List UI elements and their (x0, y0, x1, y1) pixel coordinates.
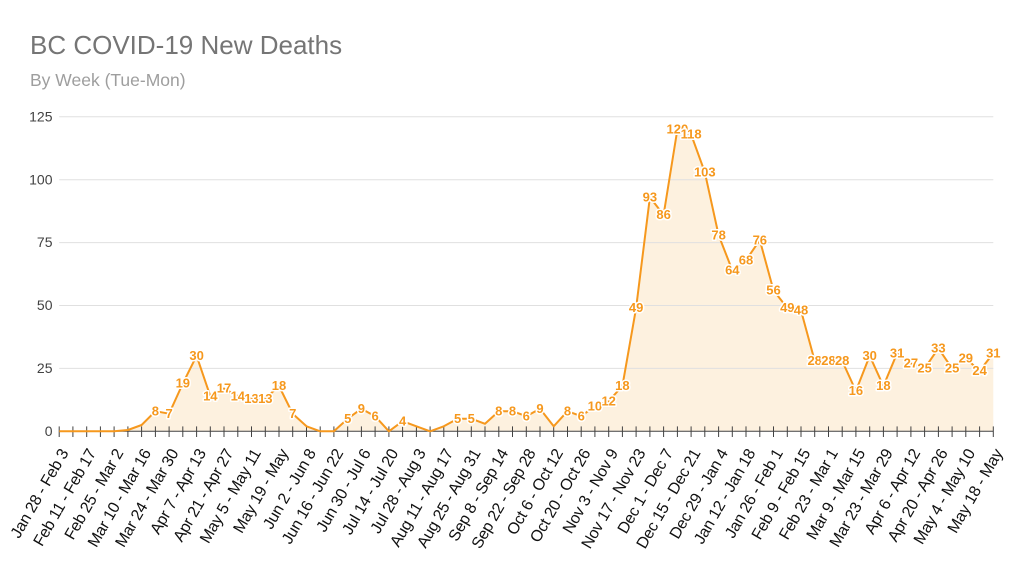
svg-text:0: 0 (45, 423, 53, 439)
svg-text:10: 10 (588, 398, 602, 413)
svg-text:50: 50 (37, 297, 53, 313)
svg-text:30: 30 (862, 348, 876, 363)
svg-text:75: 75 (37, 234, 53, 250)
svg-text:8: 8 (509, 403, 516, 418)
svg-text:56: 56 (766, 283, 780, 298)
svg-text:6: 6 (523, 408, 530, 423)
svg-text:19: 19 (176, 376, 190, 391)
svg-text:93: 93 (643, 190, 657, 205)
svg-text:14: 14 (203, 388, 218, 403)
svg-text:BC COVID-19 New Deaths: BC COVID-19 New Deaths (30, 30, 342, 60)
svg-text:78: 78 (711, 227, 725, 242)
svg-text:9: 9 (358, 401, 365, 416)
svg-text:By Week (Tue-Mon): By Week (Tue-Mon) (30, 70, 186, 90)
svg-text:6: 6 (578, 408, 585, 423)
svg-text:25: 25 (917, 361, 931, 376)
svg-text:25: 25 (945, 361, 959, 376)
svg-text:118: 118 (681, 127, 702, 142)
svg-text:6: 6 (371, 408, 378, 423)
svg-text:48: 48 (794, 303, 808, 318)
svg-text:17: 17 (217, 381, 231, 396)
svg-text:30: 30 (189, 348, 203, 363)
svg-text:68: 68 (739, 252, 753, 267)
svg-text:100: 100 (29, 171, 53, 187)
svg-text:103: 103 (694, 164, 716, 179)
svg-text:9: 9 (536, 401, 543, 416)
svg-text:7: 7 (165, 406, 172, 421)
svg-text:86: 86 (656, 207, 670, 222)
svg-text:13: 13 (258, 391, 272, 406)
svg-text:27: 27 (904, 356, 918, 371)
svg-text:31: 31 (986, 346, 1000, 361)
svg-text:4: 4 (399, 413, 407, 428)
svg-text:8: 8 (495, 403, 502, 418)
svg-text:28: 28 (821, 353, 835, 368)
svg-text:31: 31 (890, 346, 904, 361)
svg-text:49: 49 (780, 300, 794, 315)
svg-text:24: 24 (972, 363, 987, 378)
svg-text:76: 76 (753, 232, 767, 247)
svg-text:125: 125 (29, 108, 53, 124)
svg-text:7: 7 (289, 406, 296, 421)
svg-text:49: 49 (629, 300, 643, 315)
svg-text:13: 13 (244, 391, 258, 406)
svg-text:64: 64 (725, 263, 740, 278)
svg-text:18: 18 (615, 378, 629, 393)
svg-text:14: 14 (231, 388, 246, 403)
svg-text:8: 8 (564, 403, 571, 418)
svg-text:12: 12 (601, 393, 615, 408)
svg-text:29: 29 (959, 351, 973, 366)
svg-text:5: 5 (468, 411, 475, 426)
svg-text:120: 120 (667, 122, 689, 137)
svg-text:18: 18 (272, 378, 286, 393)
svg-text:5: 5 (344, 411, 351, 426)
svg-text:28: 28 (835, 353, 849, 368)
svg-text:28: 28 (807, 353, 821, 368)
svg-text:16: 16 (849, 383, 863, 398)
svg-text:5: 5 (454, 411, 461, 426)
svg-text:33: 33 (931, 341, 945, 356)
svg-text:18: 18 (876, 378, 890, 393)
svg-text:25: 25 (37, 360, 53, 376)
svg-text:8: 8 (152, 403, 159, 418)
